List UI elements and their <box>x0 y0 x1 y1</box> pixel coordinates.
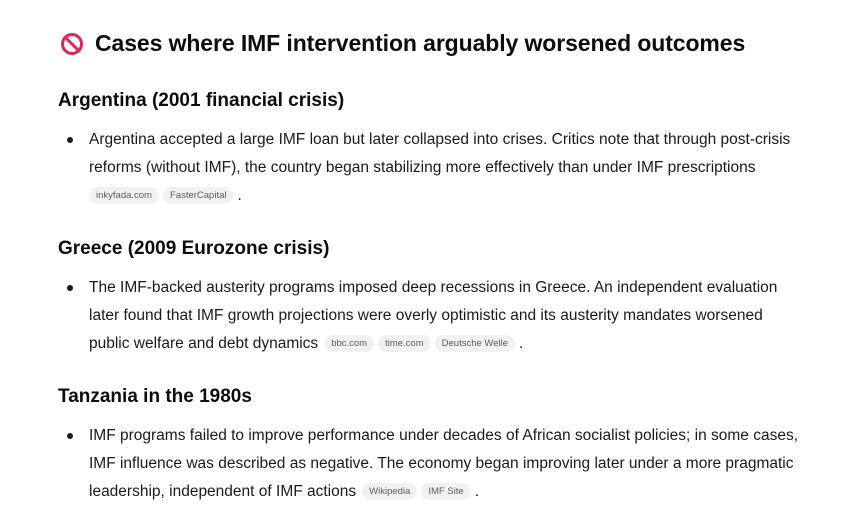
bullet-text: IMF programs failed to improve performan… <box>89 422 838 506</box>
bullet-icon <box>67 285 73 291</box>
citation-line: inkyfada.com FasterCapital. <box>89 182 838 210</box>
text-line: public welfare and debt dynamics bbc.com t… <box>89 330 838 358</box>
list-item: IMF programs failed to improve performan… <box>58 422 838 506</box>
bullet-icon <box>67 433 73 439</box>
section-heading: Greece (2009 Eurozone crisis) <box>58 238 330 259</box>
text-line: Argentina accepted a large IMF loan but … <box>89 131 791 148</box>
section-argentina: Argentina (2001 financial crisis) Argent… <box>58 89 838 210</box>
section-heading: Tanzania in the 1980s <box>58 386 252 407</box>
text-line: reforms (without IMF), the country began… <box>89 159 756 176</box>
section-heading: Argentina (2001 financial crisis) <box>58 90 345 111</box>
period: . <box>519 335 524 352</box>
source-chip[interactable]: Wikipedia <box>362 483 418 500</box>
text-fragment: leadership, independent of IMF actions <box>89 483 357 500</box>
period: . <box>237 187 242 204</box>
source-chip[interactable]: inkyfada.com <box>89 187 159 204</box>
section-tanzania: Tanzania in the 1980s IMF programs faile… <box>58 385 838 506</box>
text-line: IMF programs failed to improve performan… <box>89 427 799 444</box>
source-chip[interactable]: Deutsche Welle <box>434 335 515 352</box>
source-chip[interactable]: bbc.com <box>324 335 375 352</box>
section-greece: Greece (2009 Eurozone crisis) The IMF-ba… <box>58 237 838 358</box>
bullet-text: Argentina accepted a large IMF loan but … <box>89 126 838 210</box>
list-item: Argentina accepted a large IMF loan but … <box>58 126 838 210</box>
text-line: leadership, independent of IMF actions Wi… <box>89 478 838 506</box>
source-chip[interactable]: FasterCapital <box>162 187 234 204</box>
text-line: The IMF-backed austerity programs impose… <box>89 279 778 296</box>
page-title: Cases where IMF intervention arguably wo… <box>60 30 745 57</box>
period: . <box>474 483 479 500</box>
text-line: later found that IMF growth projections … <box>89 307 763 324</box>
page-title-text: Cases where IMF intervention arguably wo… <box>95 30 746 56</box>
list-item: The IMF-backed austerity programs impose… <box>58 274 838 358</box>
source-chip[interactable]: IMF Site <box>421 483 471 500</box>
bullet-text: The IMF-backed austerity programs impose… <box>89 274 838 358</box>
bullet-icon <box>67 137 73 143</box>
text-line: IMF influence was described as negative.… <box>89 455 794 472</box>
no-entry-icon <box>60 32 84 56</box>
source-chip[interactable]: time.com <box>378 335 431 352</box>
text-fragment: public welfare and debt dynamics <box>89 335 319 352</box>
